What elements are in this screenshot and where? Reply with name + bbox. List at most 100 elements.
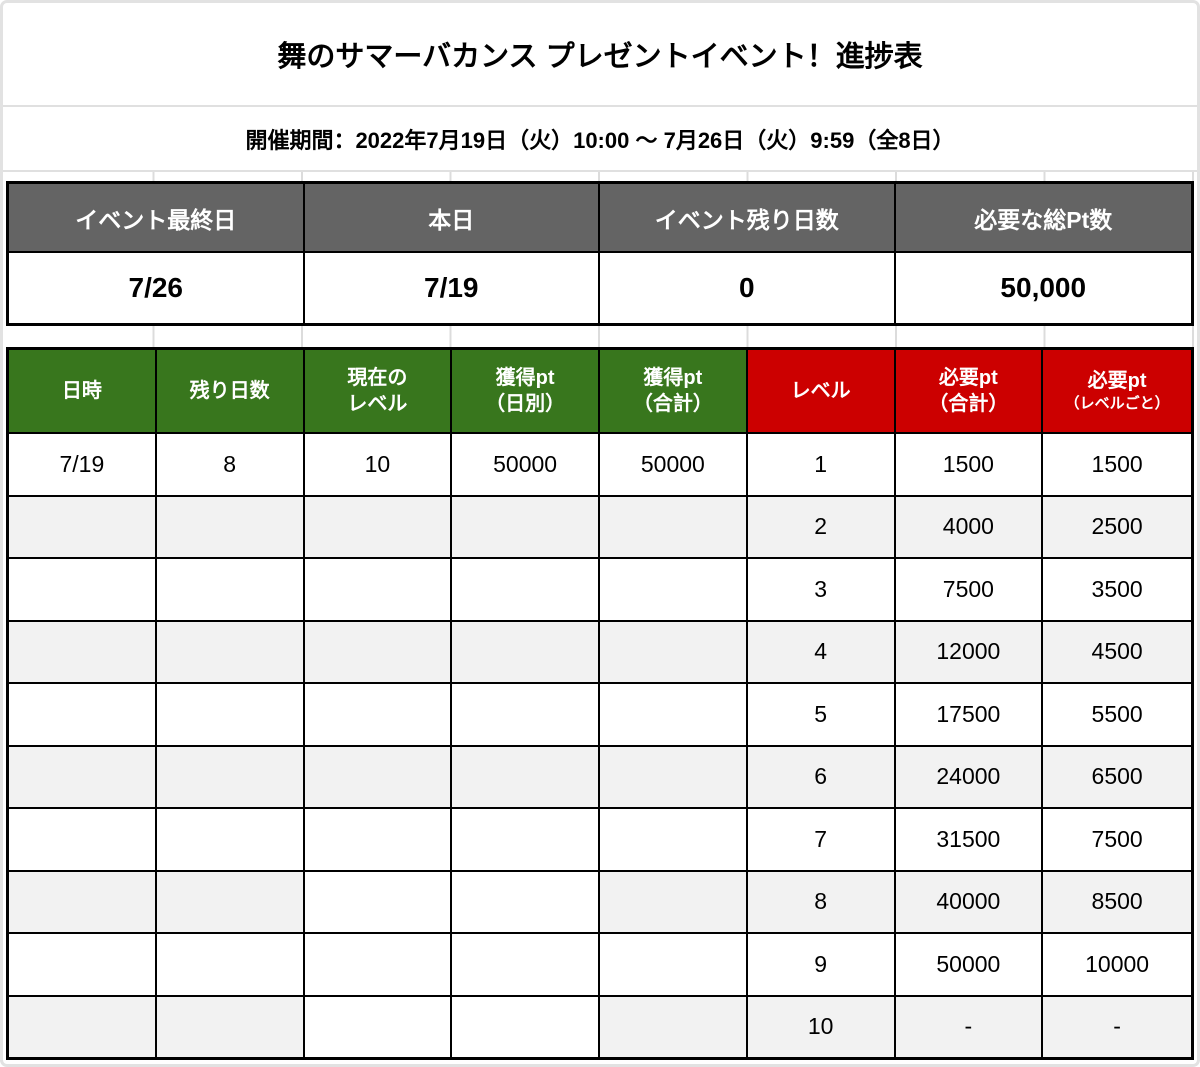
table-cell[interactable]: [9, 621, 157, 684]
table-cell[interactable]: [600, 746, 748, 809]
table-cell[interactable]: [156, 621, 305, 684]
table-cell[interactable]: 1500: [1043, 434, 1191, 497]
table-cell[interactable]: [304, 934, 453, 997]
table-cell[interactable]: [452, 996, 600, 1057]
summary-value-final-day[interactable]: 7/26: [9, 253, 305, 323]
table-cell[interactable]: [600, 684, 748, 747]
summary-value-required-total-pt[interactable]: 50,000: [895, 253, 1191, 323]
table-cell[interactable]: 50000: [895, 934, 1044, 997]
table-cell[interactable]: [600, 996, 748, 1057]
table-cell[interactable]: [156, 684, 305, 747]
table-cell[interactable]: [304, 621, 453, 684]
table-cell[interactable]: 7500: [1043, 809, 1191, 872]
table-cell[interactable]: [304, 871, 453, 934]
table-cell[interactable]: [304, 684, 453, 747]
table-cell[interactable]: [156, 559, 305, 622]
table-cell[interactable]: [452, 621, 600, 684]
table-cell[interactable]: 24000: [895, 746, 1044, 809]
table-cell[interactable]: [452, 746, 600, 809]
table-cell[interactable]: 3500: [1043, 559, 1191, 622]
table-cell[interactable]: 7500: [895, 559, 1044, 622]
table-cell[interactable]: 9: [747, 934, 896, 997]
table-cell[interactable]: 2500: [1043, 496, 1191, 559]
table-cell[interactable]: [304, 496, 453, 559]
table-cell[interactable]: [452, 496, 600, 559]
table-cell[interactable]: 10: [747, 996, 896, 1057]
table-cell[interactable]: [156, 934, 305, 997]
table-cell[interactable]: [452, 934, 600, 997]
table-cell[interactable]: 8: [747, 871, 896, 934]
table-cell[interactable]: 31500: [895, 809, 1044, 872]
summary-header-days-remaining[interactable]: イベント残り日数: [600, 184, 896, 253]
table-cell[interactable]: [156, 496, 305, 559]
table-cell[interactable]: 8: [156, 434, 305, 497]
table-cell[interactable]: 12000: [895, 621, 1044, 684]
table-cell[interactable]: [452, 809, 600, 872]
table-cell[interactable]: 50000: [600, 434, 748, 497]
col-header-earned-pt-daily[interactable]: 獲得pt （日別）: [452, 350, 600, 434]
table-cell[interactable]: [156, 996, 305, 1057]
table-cell[interactable]: 8500: [1043, 871, 1191, 934]
col-header-earned-pt-total[interactable]: 獲得pt （合計）: [600, 350, 748, 434]
table-cell[interactable]: [9, 809, 157, 872]
summary-header-required-total-pt[interactable]: 必要な総Pt数: [895, 184, 1191, 253]
table-cell[interactable]: [9, 934, 157, 997]
col-header-current-level[interactable]: 現在の レベル: [304, 350, 453, 434]
table-cell[interactable]: [9, 684, 157, 747]
table-cell[interactable]: [452, 559, 600, 622]
table-cell[interactable]: [600, 871, 748, 934]
table-cell[interactable]: [304, 746, 453, 809]
table-cell[interactable]: [600, 809, 748, 872]
col-header-required-pt-total[interactable]: 必要pt （合計）: [895, 350, 1044, 434]
table-cell[interactable]: 5: [747, 684, 896, 747]
table-cell[interactable]: [156, 746, 305, 809]
table-cell[interactable]: [304, 559, 453, 622]
table-cell[interactable]: [9, 559, 157, 622]
table-cell[interactable]: 17500: [895, 684, 1044, 747]
table-cell[interactable]: -: [1043, 996, 1191, 1057]
table-cell[interactable]: [9, 746, 157, 809]
col-header-days-left[interactable]: 残り日数: [156, 350, 305, 434]
table-cell[interactable]: [600, 621, 748, 684]
table-cell[interactable]: 10: [304, 434, 453, 497]
table-cell[interactable]: [600, 934, 748, 997]
table-cell[interactable]: [156, 809, 305, 872]
table-cell[interactable]: [452, 871, 600, 934]
sheet-title-cell[interactable]: 舞のサマーバカンス プレゼントイベント！進捗表: [3, 3, 1197, 107]
col-header-required-pt-per-level[interactable]: 必要pt （レベルごと）: [1043, 350, 1191, 434]
col-header-date[interactable]: 日時: [9, 350, 157, 434]
table-cell[interactable]: 7/19: [9, 434, 157, 497]
table-cell[interactable]: [304, 996, 453, 1057]
table-cell[interactable]: [156, 871, 305, 934]
col-header-line1: 必要pt: [1087, 370, 1147, 393]
table-cell[interactable]: 6500: [1043, 746, 1191, 809]
table-cell[interactable]: [9, 496, 157, 559]
event-period-cell[interactable]: 開催期間：2022年7月19日（火）10:00 〜 7月26日（火）9:59（全…: [3, 107, 1197, 172]
table-cell[interactable]: 1500: [895, 434, 1044, 497]
summary-header-final-day[interactable]: イベント最終日: [9, 184, 305, 253]
table-cell[interactable]: [452, 684, 600, 747]
table-cell[interactable]: 10000: [1043, 934, 1191, 997]
table-cell[interactable]: 40000: [895, 871, 1044, 934]
summary-value-days-remaining[interactable]: 0: [600, 253, 896, 323]
col-header-line1: 獲得pt: [643, 367, 703, 389]
table-cell[interactable]: 2: [747, 496, 896, 559]
table-cell[interactable]: [9, 996, 157, 1057]
col-header-level[interactable]: レベル: [747, 350, 896, 434]
table-cell[interactable]: -: [895, 996, 1044, 1057]
table-cell[interactable]: [600, 496, 748, 559]
summary-header-today[interactable]: 本日: [304, 184, 600, 253]
table-cell[interactable]: [600, 559, 748, 622]
table-cell[interactable]: 4500: [1043, 621, 1191, 684]
table-cell[interactable]: 4000: [895, 496, 1044, 559]
table-cell[interactable]: 6: [747, 746, 896, 809]
table-cell[interactable]: 7: [747, 809, 896, 872]
table-cell[interactable]: 3: [747, 559, 896, 622]
table-cell[interactable]: 50000: [452, 434, 600, 497]
table-cell[interactable]: 1: [747, 434, 896, 497]
table-cell[interactable]: [304, 809, 453, 872]
table-cell[interactable]: 4: [747, 621, 896, 684]
summary-value-today[interactable]: 7/19: [304, 253, 600, 323]
table-cell[interactable]: [9, 871, 157, 934]
table-cell[interactable]: 5500: [1043, 684, 1191, 747]
